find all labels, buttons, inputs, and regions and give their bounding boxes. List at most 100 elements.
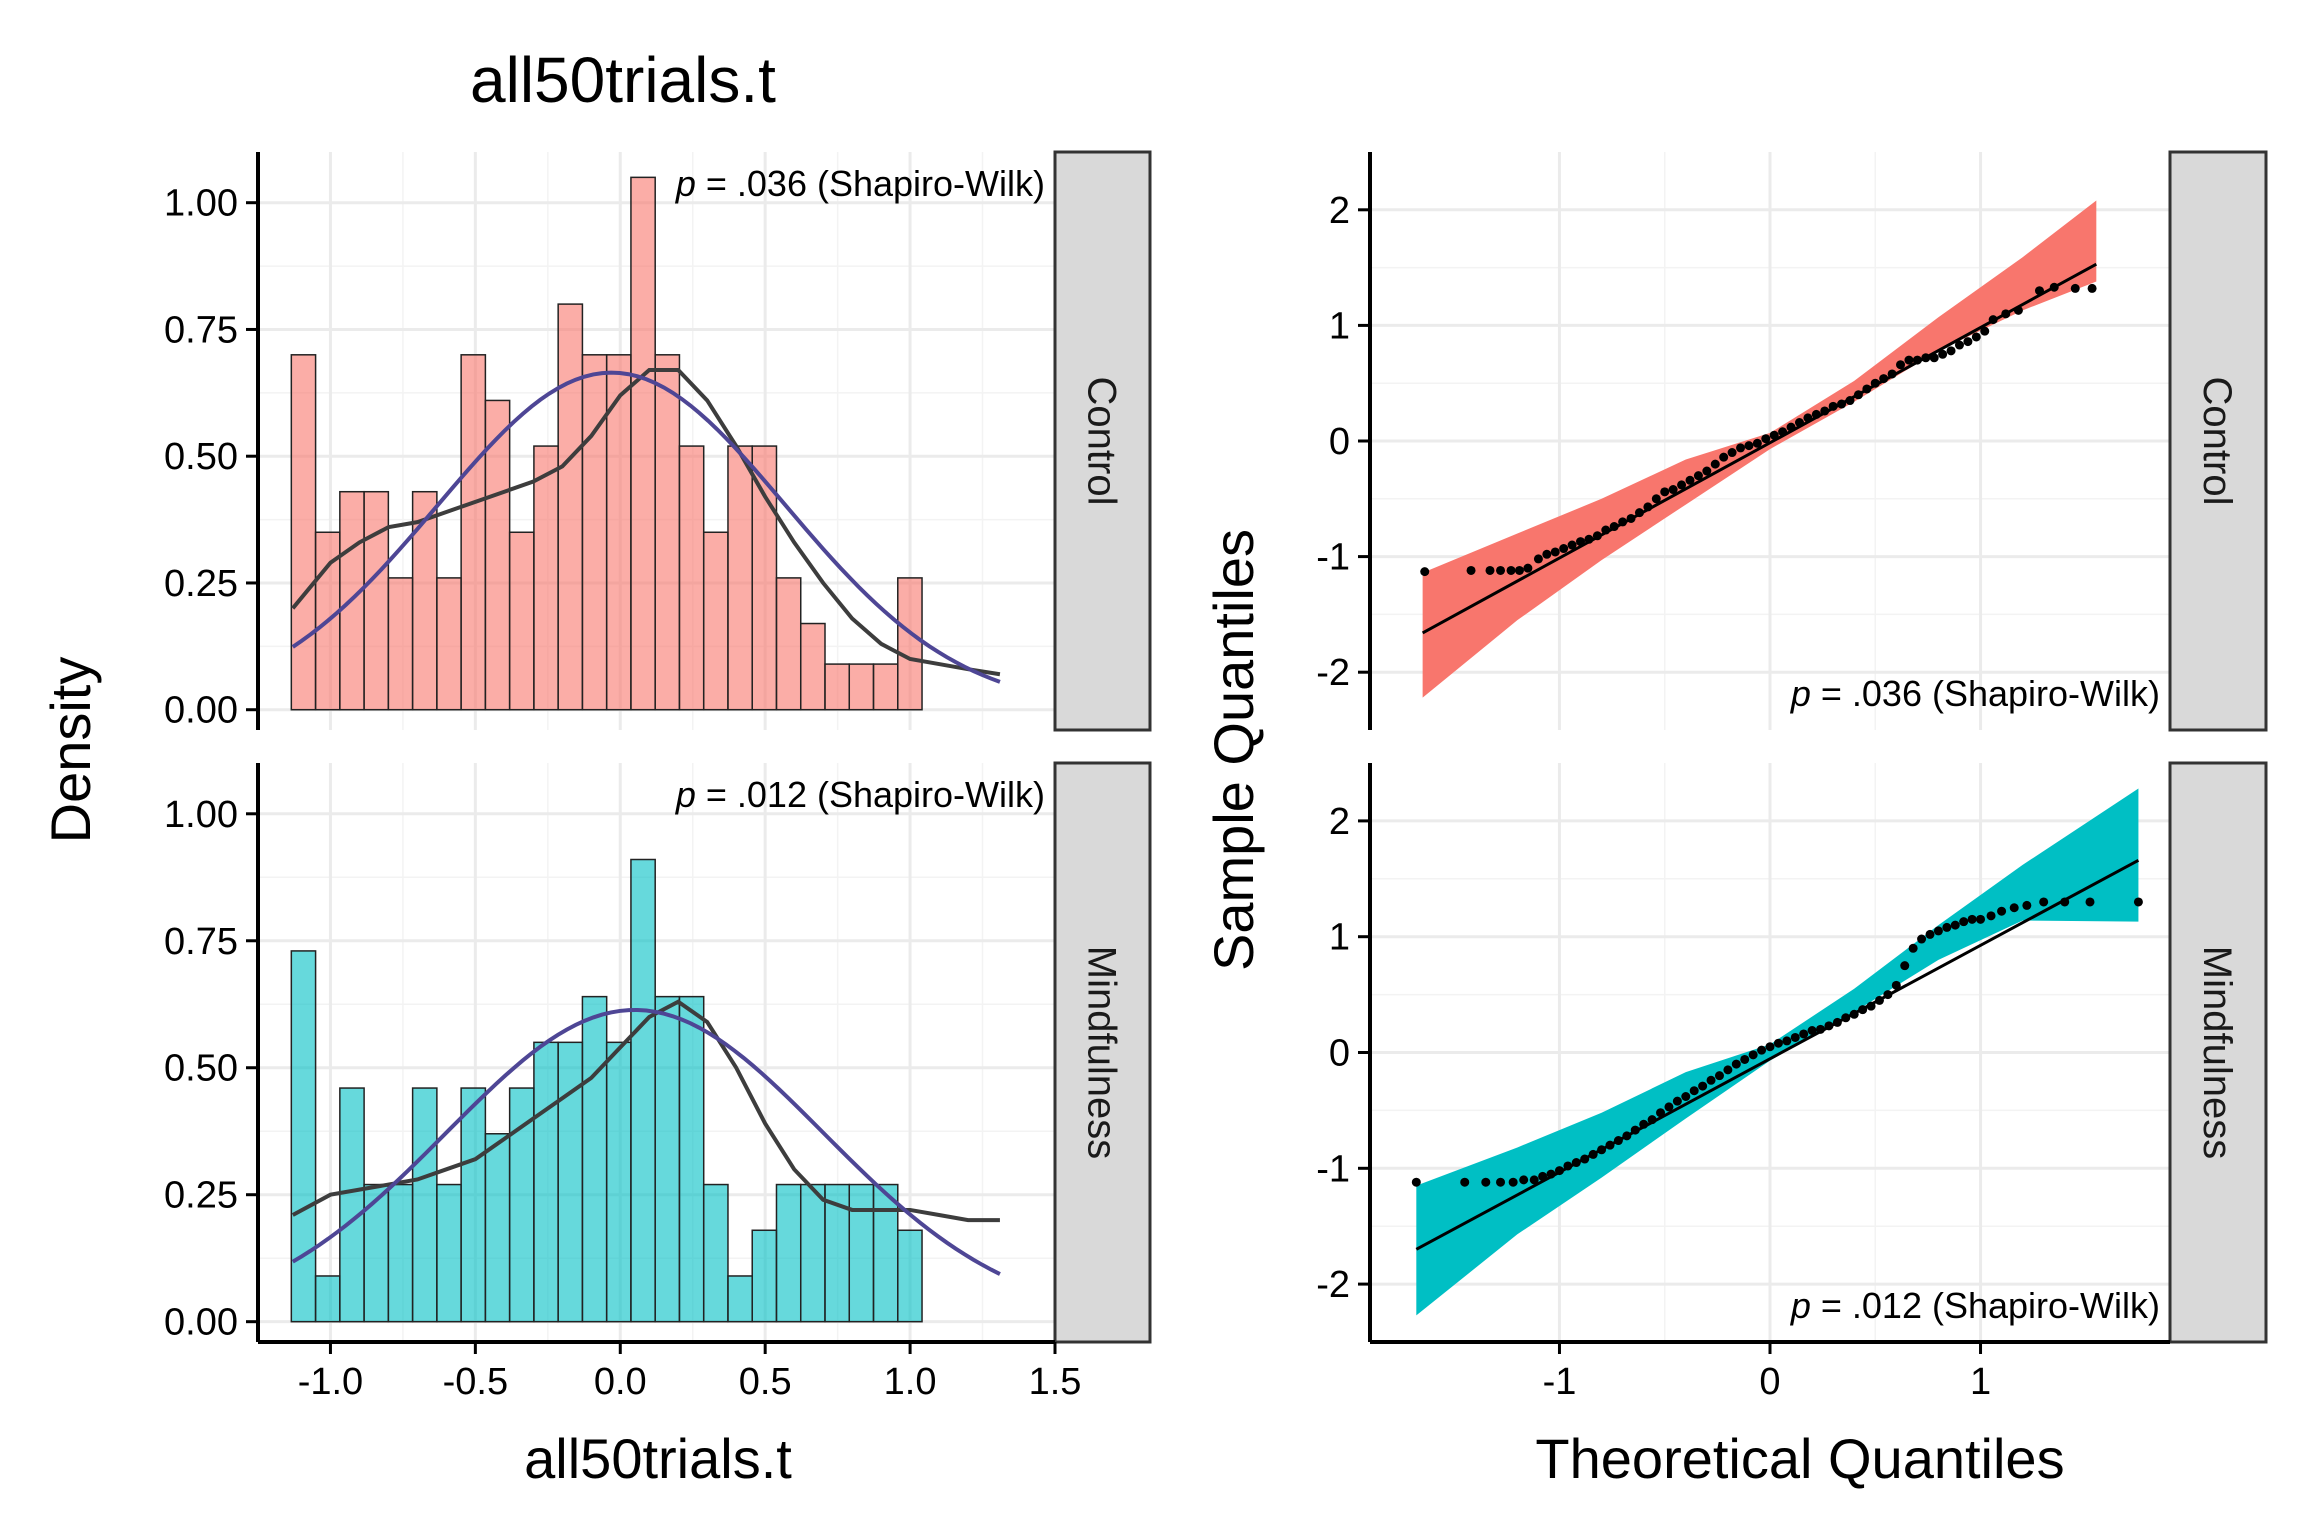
y-tick-label: 0 — [1329, 1033, 1350, 1075]
histogram-bar — [678, 445, 705, 711]
facet-label: Control — [2195, 377, 2239, 506]
qq-point — [1626, 513, 1636, 523]
qq-point — [1786, 422, 1796, 432]
qq-point — [1841, 1013, 1851, 1023]
qq-point — [2034, 286, 2044, 296]
x-tick-label: 1.5 — [1029, 1361, 1082, 1403]
facet-strip — [2168, 761, 2268, 1344]
qq-point — [1997, 906, 2007, 916]
histogram-bar — [484, 1133, 511, 1323]
qq-point — [2087, 283, 2097, 293]
y-tick-label: -1 — [1316, 1148, 1350, 1190]
y-tick-label: 0.50 — [164, 1048, 238, 1090]
qq-point — [1609, 522, 1619, 532]
histogram-bar — [339, 1087, 365, 1323]
qq-point — [1672, 1096, 1682, 1106]
histogram-bar — [630, 858, 656, 1323]
y-tick-label: 1.00 — [164, 183, 238, 225]
qq-point — [1481, 1177, 1491, 1187]
x-tick-label: 0 — [1759, 1361, 1780, 1403]
figure-title: all50trials.t — [470, 44, 776, 116]
qq-point — [1710, 459, 1720, 469]
qq-point — [1820, 406, 1830, 416]
histogram-bar — [605, 1041, 632, 1323]
qq-point — [1807, 1025, 1817, 1035]
qq-point — [1963, 337, 1973, 347]
qq-point — [1811, 409, 1821, 419]
qq-point — [1803, 413, 1813, 423]
y-tick-label: 0 — [1329, 421, 1350, 463]
qq-reference-line — [1421, 262, 2098, 635]
qq-point — [1853, 390, 1863, 400]
qq-point — [1744, 441, 1754, 451]
y-tick-label: 1.00 — [164, 794, 238, 836]
annotation-p-symbol: p — [1790, 1285, 1811, 1326]
annotation-text: = .012 (Shapiro-Wilk) — [1811, 1285, 2160, 1326]
qq-point — [1496, 565, 1506, 575]
qq-point — [1592, 531, 1602, 541]
histogram-bar — [872, 663, 899, 711]
histogram-bar — [751, 1229, 778, 1323]
qq-point — [1845, 396, 1855, 406]
histogram-bar — [654, 995, 681, 1323]
qq-point — [1731, 1059, 1741, 1069]
qq-point — [1752, 438, 1762, 448]
qq-point — [1883, 990, 1893, 1000]
qq-point — [1959, 917, 1969, 927]
histogram-bar — [897, 577, 923, 711]
facet-label: Mindfulness — [1080, 946, 1124, 1159]
qq-point — [2133, 897, 2143, 907]
qq-point — [1651, 494, 1661, 504]
y-tick-label: -1 — [1316, 537, 1350, 579]
qq-point — [1508, 1177, 1518, 1187]
histogram-bar — [387, 1183, 414, 1323]
histogram-control-panel: p = .036 (Shapiro-Wilk) Control 0.00 0.25 0.… — [164, 150, 1152, 732]
histogram-bar — [775, 1183, 802, 1323]
qq-point — [1824, 1021, 1834, 1031]
qq-point — [1761, 434, 1771, 444]
histogram-bar — [290, 950, 317, 1323]
qq-point — [1938, 349, 1948, 359]
qq-point — [1466, 565, 1476, 575]
confidence-band — [1416, 788, 2139, 1316]
y-tick-label: 2 — [1329, 801, 1350, 843]
qq-reference-line — [1415, 858, 2140, 1251]
x-tick-label: 0.0 — [594, 1361, 647, 1403]
shapiro-wilk-annotation: p = .036 (Shapiro-Wilk) — [675, 163, 1045, 204]
qq-point — [1757, 1045, 1767, 1055]
qq-point — [1719, 452, 1729, 462]
histogram-bar — [702, 531, 729, 711]
x-tick-label: 1.0 — [884, 1361, 937, 1403]
qq-x-axis-title: Theoretical Quantiles — [1535, 1427, 2064, 1490]
qq-point — [1411, 1177, 1421, 1187]
qq-point — [1832, 1017, 1842, 1027]
qq-point — [1689, 1086, 1699, 1096]
y-tick-label: 0.75 — [164, 309, 238, 351]
qq-point — [1677, 480, 1687, 490]
qq-point — [1460, 1177, 1470, 1187]
qqplot-mindfulness-panel: p = .012 (Shapiro-Wilk) Mindfulness -2 -1 0 1… — [1316, 761, 2268, 1403]
density-curve — [291, 999, 1000, 1223]
qq-y-axis-title: Sample Quantiles — [1202, 529, 1265, 971]
shapiro-wilk-annotation: p = .012 (Shapiro-Wilk) — [675, 774, 1045, 815]
shapiro-wilk-annotation: p = .036 (Shapiro-Wilk) — [1790, 673, 2160, 714]
annotation-text: = .012 (Shapiro-Wilk) — [696, 774, 1045, 815]
qq-point — [1879, 374, 1889, 384]
qq-point — [1723, 1065, 1733, 1075]
histogram-bar — [897, 1229, 923, 1323]
facet-strip — [2168, 150, 2268, 732]
qq-point — [1698, 1081, 1708, 1091]
qq-point — [1681, 1092, 1691, 1102]
qq-point — [1496, 1177, 1506, 1187]
qq-point — [1702, 466, 1712, 476]
qq-point — [1634, 508, 1644, 518]
facet-label: Mindfulness — [2195, 946, 2239, 1159]
histogram-bar — [557, 303, 584, 711]
annotation-p-symbol: p — [675, 774, 696, 815]
qq-point — [2085, 897, 2095, 907]
qq-point — [1685, 475, 1695, 485]
qq-point — [1912, 355, 1922, 365]
normal-curve — [291, 370, 1001, 684]
qq-point — [1849, 1009, 1859, 1019]
qq-point — [1870, 378, 1880, 388]
